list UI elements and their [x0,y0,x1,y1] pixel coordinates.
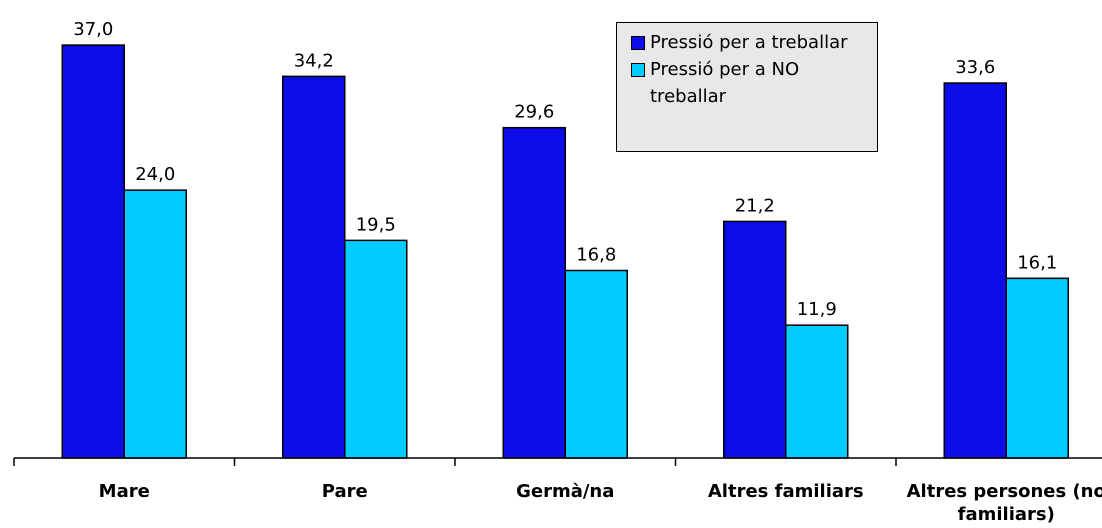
legend: Pressió per a treballar Pressió per a NO … [616,22,878,152]
value-label: 37,0 [73,19,113,40]
x-tick-label: Germà/na [516,481,615,502]
x-tick-label: Mare [98,481,150,502]
bar [943,82,1007,459]
legend-label: Pressió per a treballar [650,32,848,53]
legend-swatch [631,36,645,50]
legend-item: Pressió per a NO treballar [627,56,877,110]
value-label: 16,1 [1017,252,1057,273]
x-tick-label: Altres persones (no familiars) [906,481,1102,525]
value-label: 19,5 [356,214,396,235]
bar [282,75,346,459]
value-label: 11,9 [797,299,837,320]
bar [785,324,849,459]
x-tick-label: Pare [321,481,368,502]
value-label: 16,8 [576,245,616,266]
bar [1005,277,1069,459]
bar [123,189,187,459]
value-label: 24,0 [135,164,175,185]
bar [61,44,125,459]
value-label: 33,6 [955,57,995,78]
x-tick-label: Altres familiars [707,481,864,502]
legend-label: Pressió per a NO treballar [650,59,800,107]
bar [344,239,408,459]
value-label: 34,2 [294,50,334,71]
value-label: 21,2 [735,195,775,216]
legend-item: Pressió per a treballar [627,29,877,56]
bar [502,126,566,459]
bar [564,269,628,459]
bar [723,220,787,459]
legend-swatch [631,63,645,77]
value-label: 29,6 [514,102,554,123]
